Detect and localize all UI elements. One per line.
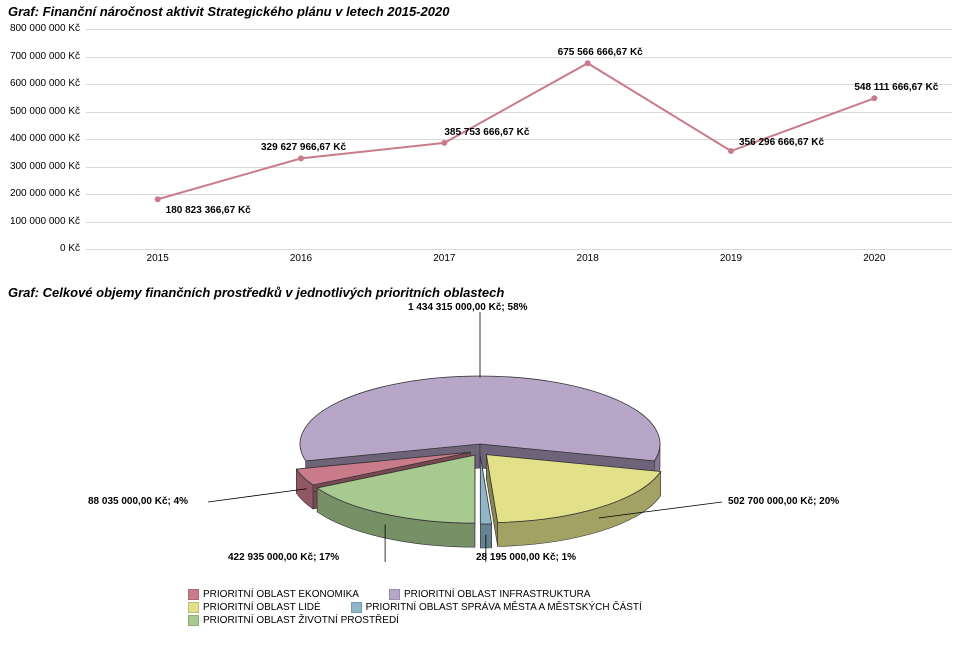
pie-label: 88 035 000,00 Kč; 4% <box>88 496 188 507</box>
legend-label: PRIORITNÍ OBLAST EKONOMIKA <box>203 589 359 600</box>
legend-item: PRIORITNÍ OBLAST SPRÁVA MĚSTA A MĚSTSKÝC… <box>351 602 642 613</box>
legend-item: PRIORITNÍ OBLAST EKONOMIKA <box>188 589 359 600</box>
legend-item: PRIORITNÍ OBLAST LIDÉ <box>188 602 321 613</box>
pie-label: 1 434 315 000,00 Kč; 58% <box>408 302 528 313</box>
line-svg <box>8 21 880 271</box>
legend-swatch <box>188 615 199 626</box>
chart-title: Graf: Finanční náročnost aktivit Strateg… <box>8 4 952 19</box>
legend-label: PRIORITNÍ OBLAST SPRÁVA MĚSTA A MĚSTSKÝC… <box>366 602 642 613</box>
legend-label: PRIORITNÍ OBLAST ŽIVOTNÍ PROSTŘEDÍ <box>203 615 399 626</box>
pie-label: 502 700 000,00 Kč; 20% <box>728 496 839 507</box>
legend-swatch <box>188 602 199 613</box>
pie-chart: 1 434 315 000,00 Kč; 58% 502 700 000,00 K… <box>8 300 952 630</box>
legend-item: PRIORITNÍ OBLAST INFRASTRUKTURA <box>389 589 591 600</box>
legend-label: PRIORITNÍ OBLAST INFRASTRUKTURA <box>404 589 591 600</box>
pie-title: Graf: Celkové objemy finančních prostřed… <box>8 285 952 300</box>
legend-swatch <box>389 589 400 600</box>
legend-swatch <box>188 589 199 600</box>
pie-label: 422 935 000,00 Kč; 17% <box>228 552 339 563</box>
legend-label: PRIORITNÍ OBLAST LIDÉ <box>203 602 321 613</box>
legend-swatch <box>351 602 362 613</box>
pie-label: 28 195 000,00 Kč; 1% <box>476 552 576 563</box>
legend-item: PRIORITNÍ OBLAST ŽIVOTNÍ PROSTŘEDÍ <box>188 615 399 626</box>
legend: PRIORITNÍ OBLAST EKONOMIKA PRIORITNÍ OBLA… <box>188 589 912 628</box>
line-chart: 0 Kč100 000 000 Kč200 000 000 Kč300 000 … <box>8 21 952 271</box>
page: Graf: Finanční náročnost aktivit Strateg… <box>0 0 960 653</box>
